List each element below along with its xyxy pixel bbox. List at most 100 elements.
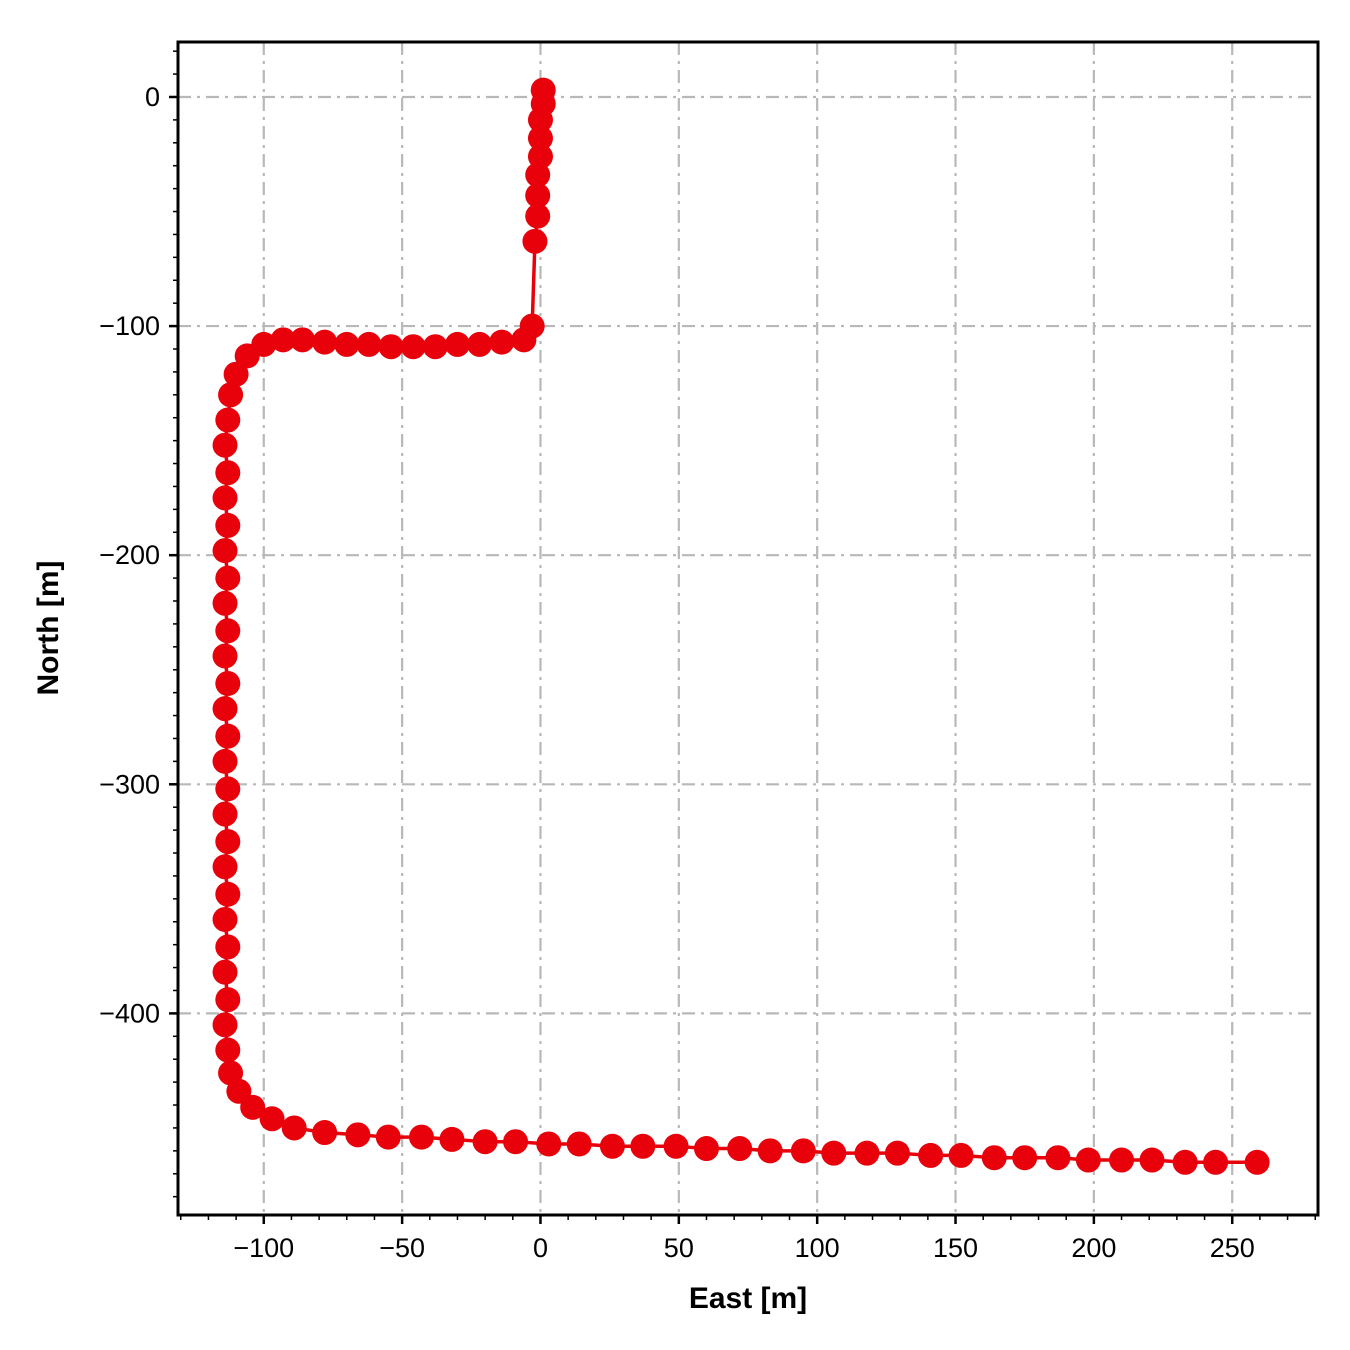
trajectory-point	[408, 1124, 434, 1150]
trajectory-point	[525, 162, 551, 188]
trajectory-series	[212, 77, 1270, 1175]
trajectory-point	[527, 107, 553, 133]
y-axis-label: North [m]	[32, 561, 65, 696]
y-tick-label: −400	[99, 998, 160, 1028]
trajectory-point	[212, 1012, 238, 1038]
trajectory-point	[503, 1129, 529, 1155]
trajectory-point	[215, 934, 241, 960]
trajectory-point	[439, 1126, 465, 1152]
trajectory-line	[223, 90, 1258, 1165]
grid-lines	[178, 42, 1318, 1215]
trajectory-point	[727, 1136, 753, 1162]
trajectory-point	[234, 343, 260, 369]
trajectory-point	[1203, 1149, 1229, 1175]
trajectory-point	[215, 565, 241, 591]
x-tick-label: 200	[1071, 1233, 1116, 1263]
trajectory-point	[400, 334, 426, 360]
trajectory-point	[259, 1106, 285, 1132]
trajectory-point	[290, 327, 316, 353]
trajectory-point	[212, 854, 238, 880]
x-tick-label: 150	[933, 1233, 978, 1263]
trajectory-point	[918, 1142, 944, 1168]
trajectory-point	[270, 327, 296, 353]
trajectory-point	[1075, 1147, 1101, 1173]
trajectory-point	[536, 1131, 562, 1157]
tick-labels: −100 −50 0 50 100 150 200 250 0 −100 −200 −300 −400	[99, 82, 1255, 1263]
trajectory-point	[599, 1133, 625, 1159]
trajectory-point	[212, 906, 238, 932]
trajectory-point	[375, 1124, 401, 1150]
trajectory-point	[522, 228, 548, 254]
trajectory-point	[215, 987, 241, 1013]
trajectory-point	[511, 327, 537, 353]
trajectory-point	[215, 776, 241, 802]
trajectory-point	[212, 801, 238, 827]
axis-ticks	[169, 50, 1316, 1224]
trajectory-point	[223, 361, 249, 387]
trajectory-point	[218, 382, 244, 408]
trajectory-point	[1244, 1149, 1270, 1175]
trajectory-point	[884, 1140, 910, 1166]
trajectory-point	[525, 182, 551, 208]
x-tick-label: 0	[533, 1233, 548, 1263]
trajectory-point	[422, 334, 448, 360]
trajectory-point	[693, 1136, 719, 1162]
trajectory-point	[1172, 1149, 1198, 1175]
y-tick-label: −200	[99, 540, 160, 570]
trajectory-point	[212, 485, 238, 511]
trajectory-point	[663, 1133, 689, 1159]
trajectory-point	[1012, 1145, 1038, 1171]
trajectory-point	[215, 460, 241, 486]
trajectory-point	[212, 432, 238, 458]
trajectory-point	[215, 618, 241, 644]
trajectory-point	[757, 1138, 783, 1164]
trajectory-point	[215, 407, 241, 433]
trajectory-point	[630, 1133, 656, 1159]
trajectory-point	[1109, 1147, 1135, 1173]
trajectory-point	[948, 1142, 974, 1168]
trajectory-point	[240, 1094, 266, 1120]
trajectory-point	[312, 329, 338, 355]
trajectory-point	[215, 829, 241, 855]
trajectory-point	[854, 1140, 880, 1166]
x-axis-label: East [m]	[689, 1282, 807, 1315]
trajectory-point	[790, 1138, 816, 1164]
x-tick-label: −100	[233, 1233, 294, 1263]
trajectory-point	[1139, 1147, 1165, 1173]
trajectory-point	[472, 1129, 498, 1155]
y-tick-label: −100	[99, 311, 160, 341]
trajectory-point	[212, 643, 238, 669]
trajectory-point	[981, 1145, 1007, 1171]
trajectory-point	[467, 331, 493, 357]
trajectory-point	[345, 1122, 371, 1148]
trajectory-point	[1045, 1145, 1071, 1171]
x-tick-label: 100	[795, 1233, 840, 1263]
trajectory-point	[378, 334, 404, 360]
trajectory-point	[356, 331, 382, 357]
trajectory-point	[281, 1115, 307, 1141]
trajectory-point	[489, 329, 515, 355]
trajectory-point	[312, 1120, 338, 1146]
trajectory-point	[525, 203, 551, 229]
trajectory-point	[212, 959, 238, 985]
trajectory-point	[527, 144, 553, 170]
x-tick-label: 250	[1210, 1233, 1255, 1263]
x-tick-label: −50	[379, 1233, 425, 1263]
trajectory-point	[215, 670, 241, 696]
y-tick-label: −300	[99, 769, 160, 799]
trajectory-point	[215, 1037, 241, 1063]
trajectory-point	[215, 881, 241, 907]
trajectory-point	[215, 512, 241, 538]
trajectory-point	[821, 1140, 847, 1166]
trajectory-point	[215, 723, 241, 749]
trajectory-point	[334, 331, 360, 357]
y-tick-label: 0	[145, 82, 160, 112]
trajectory-point	[444, 331, 470, 357]
trajectory-point	[527, 125, 553, 151]
x-tick-label: 50	[664, 1233, 694, 1263]
trajectory-point	[212, 590, 238, 616]
trajectory-point	[212, 696, 238, 722]
plot-frame	[176, 40, 1320, 1217]
